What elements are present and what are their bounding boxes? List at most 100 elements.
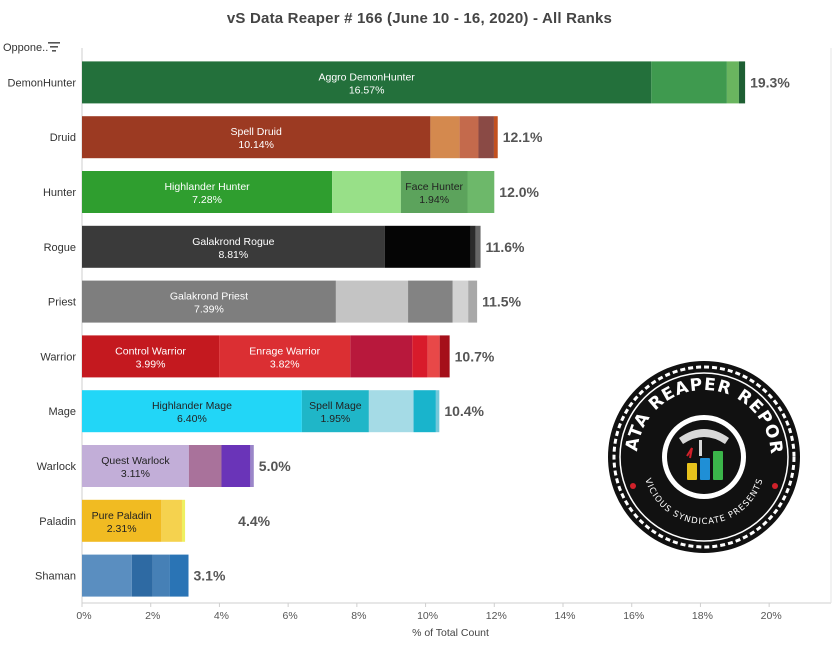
segment-name-label: Galakrond Rogue bbox=[192, 236, 274, 248]
segment-name-label: Highlander Mage bbox=[152, 400, 232, 412]
bar-segment-demonhunter-4 bbox=[738, 61, 746, 104]
bar-segment-demonhunter-3 bbox=[726, 61, 739, 104]
chart-title: vS Data Reaper # 166 (June 10 - 16, 2020… bbox=[226, 10, 613, 27]
segment-name-label: Aggro DemonHunter bbox=[318, 71, 415, 83]
segment-value-label: 2.31% bbox=[107, 523, 137, 535]
row-label-paladin: Paladin bbox=[39, 516, 76, 528]
x-tick-label: 8% bbox=[351, 610, 366, 622]
bar-segment-demonhunter-2 bbox=[651, 61, 727, 104]
segment-name-label: Highlander Hunter bbox=[164, 181, 250, 193]
bar-segment-rogue-1 bbox=[82, 225, 385, 268]
total-label-warrior: 10.7% bbox=[455, 348, 495, 364]
bar-segment-warrior-4 bbox=[412, 335, 428, 378]
bar-segment-paladin-3 bbox=[181, 499, 186, 542]
bar-segment-druid-5 bbox=[493, 116, 498, 159]
segment-value-label: 7.39% bbox=[194, 304, 224, 316]
bar-segment-warlock-2 bbox=[188, 445, 222, 487]
bar-segment-hunter-4 bbox=[467, 171, 495, 213]
bar-segment-warrior-3 bbox=[350, 335, 413, 378]
segment-name-label: Enrage Warrior bbox=[249, 345, 320, 357]
segment-value-label: 10.14% bbox=[238, 139, 274, 151]
bar-segment-mage-3 bbox=[368, 390, 414, 433]
x-tick-label: 16% bbox=[623, 610, 644, 622]
bar-segment-warlock-1 bbox=[82, 445, 189, 487]
segment-name-label: Spell Mage bbox=[309, 400, 362, 412]
x-tick-label: 12% bbox=[486, 610, 507, 622]
bar-segment-warrior-5 bbox=[427, 335, 440, 378]
bar-segment-shaman-1 bbox=[82, 554, 132, 597]
opponent-column-header[interactable]: Oppone.. bbox=[3, 42, 49, 54]
bar-segment-rogue-3 bbox=[470, 225, 476, 268]
x-tick-label: 20% bbox=[761, 610, 782, 622]
bar-segment-druid-1 bbox=[82, 116, 431, 159]
segment-value-label: 16.57% bbox=[349, 84, 385, 96]
bar-segment-priest-3 bbox=[408, 280, 453, 323]
row-label-druid: Druid bbox=[50, 132, 76, 144]
segment-value-label: 1.94% bbox=[419, 194, 449, 206]
total-label-shaman: 3.1% bbox=[194, 568, 226, 584]
segment-value-label: 3.99% bbox=[136, 358, 166, 370]
bar-segment-shaman-4 bbox=[169, 554, 189, 597]
data-reaper-report-logo: DATA REAPER REPORT VICIOUS SYNDICATE PRE… bbox=[607, 360, 800, 553]
bar-segment-priest-5 bbox=[468, 280, 478, 323]
bar-segment-demonhunter-1 bbox=[82, 61, 652, 104]
bar-segment-hunter-2 bbox=[332, 171, 401, 213]
bar-segment-warlock-4 bbox=[250, 445, 254, 487]
bar-segment-rogue-2 bbox=[384, 225, 471, 268]
segment-value-label: 1.95% bbox=[320, 413, 350, 425]
bar-segment-rogue-4 bbox=[475, 225, 481, 268]
total-label-mage: 10.4% bbox=[444, 403, 484, 419]
row-label-priest: Priest bbox=[48, 297, 76, 309]
segment-name-label: Galakrond Priest bbox=[170, 291, 248, 303]
x-tick-label: 10% bbox=[417, 610, 438, 622]
bar-segment-druid-4 bbox=[478, 116, 494, 159]
row-label-mage: Mage bbox=[48, 406, 76, 418]
bar-segment-priest-1 bbox=[82, 280, 336, 323]
segment-value-label: 3.82% bbox=[270, 358, 300, 370]
segment-name-label: Control Warrior bbox=[115, 345, 186, 357]
bar-segment-druid-3 bbox=[459, 116, 479, 159]
segment-name-label: Spell Druid bbox=[231, 126, 283, 138]
x-tick-label: 2% bbox=[145, 610, 160, 622]
bar-segment-mage-2 bbox=[301, 390, 369, 433]
segment-name-label: Quest Warlock bbox=[101, 455, 170, 467]
segment-value-label: 3.11% bbox=[121, 468, 150, 480]
segment-name-label: Pure Paladin bbox=[92, 510, 152, 522]
bar-segment-warrior-6 bbox=[439, 335, 450, 378]
segment-value-label: 7.28% bbox=[192, 194, 222, 206]
x-axis-title: % of Total Count bbox=[412, 627, 489, 639]
row-label-demonhunter: DemonHunter bbox=[8, 77, 77, 89]
total-label-paladin: 4.4% bbox=[238, 513, 270, 529]
segment-name-label: Face Hunter bbox=[405, 181, 463, 193]
bar-segment-warlock-3 bbox=[221, 445, 251, 487]
bar-segment-shaman-3 bbox=[152, 554, 170, 597]
bar-segment-mage-4 bbox=[413, 390, 436, 433]
bar-segment-mage-1 bbox=[82, 390, 302, 433]
bar-segment-warrior-2 bbox=[219, 335, 351, 378]
bar-segment-paladin-2 bbox=[161, 499, 182, 542]
bar-segment-priest-4 bbox=[452, 280, 469, 323]
x-tick-label: 0% bbox=[76, 610, 91, 622]
row-label-warrior: Warrior bbox=[40, 351, 76, 363]
sort-descending-icon[interactable] bbox=[48, 41, 60, 53]
bar-segment-hunter-3 bbox=[400, 171, 468, 213]
segment-value-label: 6.40% bbox=[177, 413, 207, 425]
bar-segment-warrior-1 bbox=[82, 335, 220, 378]
total-label-demonhunter: 19.3% bbox=[750, 74, 790, 90]
segment-value-label: 8.81% bbox=[218, 249, 248, 261]
bar-segment-druid-2 bbox=[430, 116, 460, 159]
total-label-warlock: 5.0% bbox=[259, 458, 291, 474]
total-label-rogue: 11.6% bbox=[486, 239, 525, 255]
row-label-rogue: Rogue bbox=[44, 242, 76, 254]
row-label-warlock: Warlock bbox=[37, 461, 77, 473]
total-label-druid: 12.1% bbox=[503, 129, 543, 145]
bar-segment-shaman-2 bbox=[131, 554, 153, 597]
bar-segment-paladin-1 bbox=[82, 499, 162, 542]
row-label-hunter: Hunter bbox=[43, 187, 76, 199]
total-label-hunter: 12.0% bbox=[499, 184, 539, 200]
x-tick-label: 14% bbox=[555, 610, 576, 622]
total-label-priest: 11.5% bbox=[482, 294, 521, 310]
x-tick-label: 6% bbox=[283, 610, 298, 622]
bar-segment-mage-5 bbox=[435, 390, 440, 433]
